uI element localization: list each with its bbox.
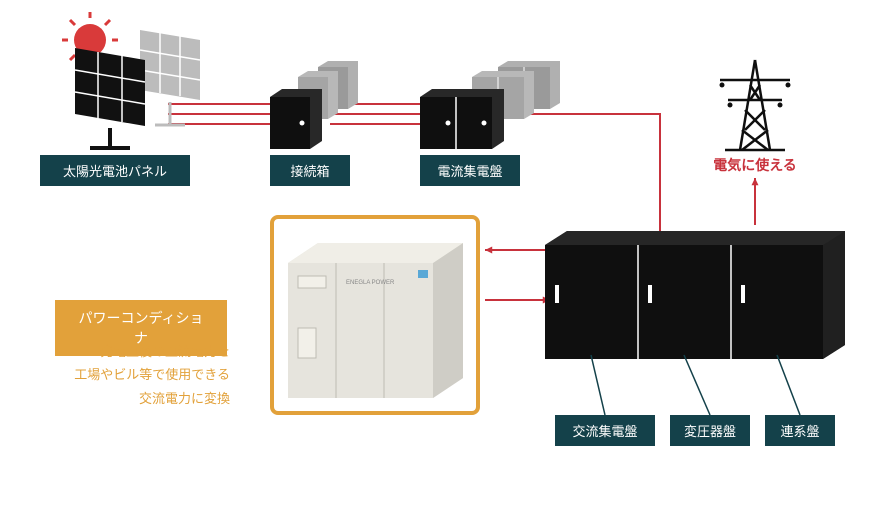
solar-label: 太陽光電池パネル	[40, 155, 190, 186]
usable-text: 電気に使える	[700, 155, 810, 175]
conditioner-desc: 発電直後の直流電力を工場やビル等で使用できる交流電力に変換	[52, 340, 230, 410]
ac-panel-label: 交流集電盤	[555, 415, 655, 446]
junction-box-icon	[270, 55, 380, 155]
transformer-label: 変圧器盤	[670, 415, 750, 446]
power-conditioner-icon: ENEGLA POWER	[278, 228, 473, 408]
svg-text:ENEGLA POWER: ENEGLA POWER	[346, 280, 395, 286]
dc-panel-icon	[420, 55, 590, 155]
tower-icon	[710, 55, 800, 155]
solar-panel-icon	[40, 10, 220, 150]
grid-label: 連系盤	[765, 415, 835, 446]
dc-panel-label: 電流集電盤	[420, 155, 520, 186]
junction-label: 接続箱	[270, 155, 350, 186]
